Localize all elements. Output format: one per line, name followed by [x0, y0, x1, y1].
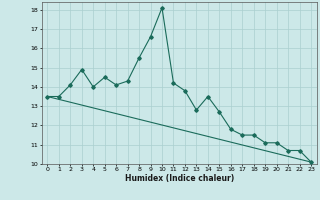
- X-axis label: Humidex (Indice chaleur): Humidex (Indice chaleur): [124, 174, 234, 183]
